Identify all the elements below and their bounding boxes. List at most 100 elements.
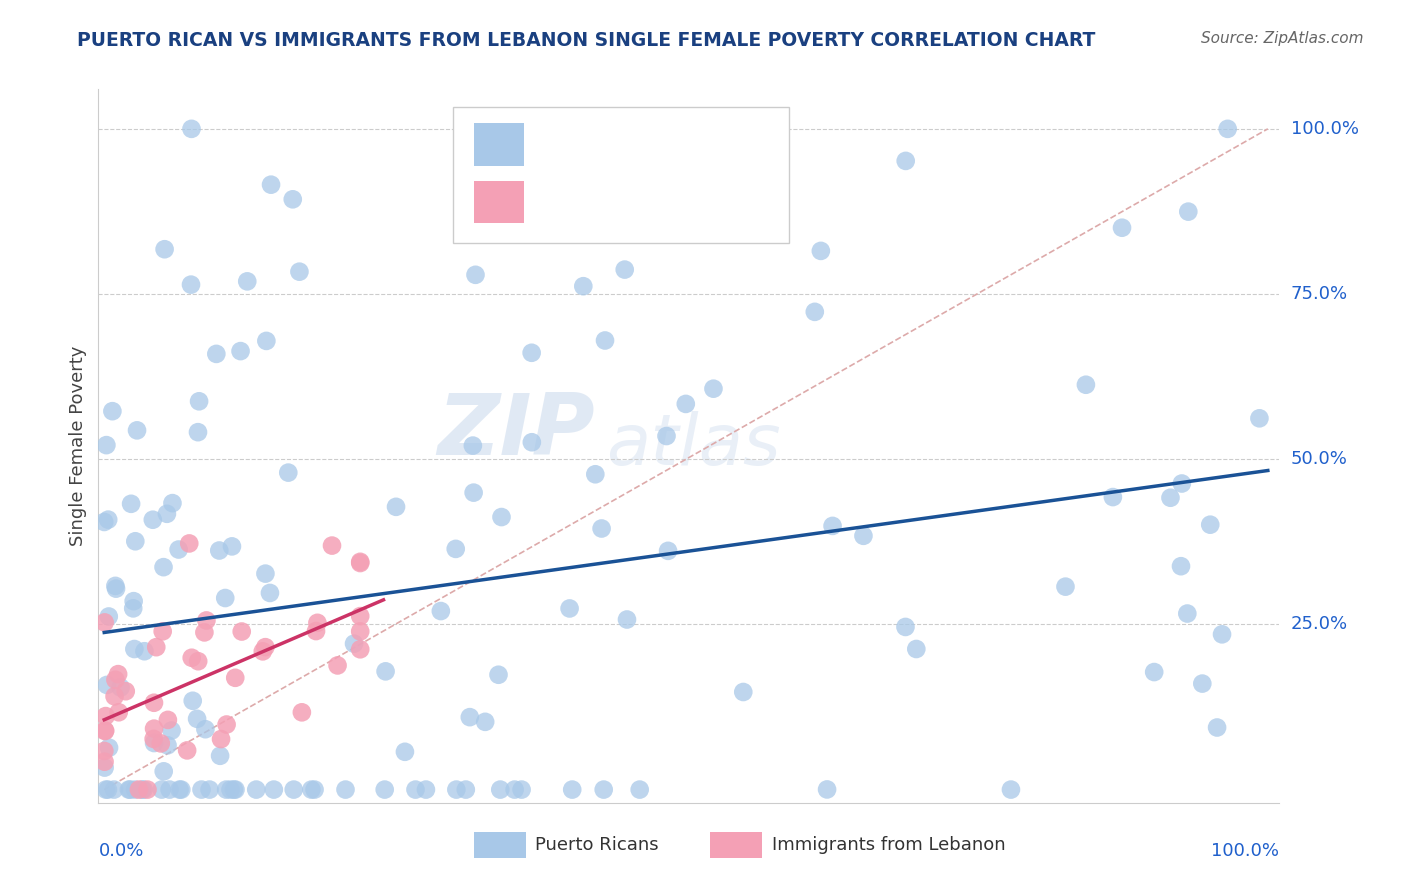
Point bbox=[124, 782, 146, 797]
Point bbox=[657, 544, 679, 558]
Point bbox=[167, 542, 190, 557]
Point bbox=[122, 594, 145, 608]
Point bbox=[394, 745, 416, 759]
Point bbox=[245, 782, 267, 797]
Point bbox=[374, 665, 396, 679]
Point bbox=[215, 782, 238, 797]
Point bbox=[260, 178, 283, 192]
Point bbox=[93, 615, 115, 630]
Point bbox=[259, 586, 281, 600]
Point bbox=[194, 723, 217, 737]
Point bbox=[349, 624, 371, 639]
FancyBboxPatch shape bbox=[474, 180, 523, 223]
Point bbox=[120, 497, 142, 511]
Point bbox=[236, 274, 259, 288]
Point bbox=[152, 764, 174, 779]
Text: R = 0.732   N = 137: R = 0.732 N = 137 bbox=[536, 136, 733, 154]
Point bbox=[160, 723, 183, 738]
Point bbox=[343, 637, 366, 651]
Point bbox=[593, 334, 616, 348]
Point bbox=[1206, 721, 1229, 735]
Point bbox=[520, 435, 543, 450]
Point bbox=[118, 782, 141, 797]
Point bbox=[198, 782, 221, 797]
Point bbox=[474, 714, 496, 729]
Point bbox=[1074, 377, 1097, 392]
Point bbox=[374, 782, 396, 797]
FancyBboxPatch shape bbox=[710, 832, 762, 858]
Point bbox=[156, 507, 179, 521]
Point bbox=[561, 782, 583, 797]
Point bbox=[405, 782, 427, 797]
Point bbox=[187, 425, 209, 440]
Point bbox=[277, 466, 299, 480]
Point bbox=[208, 543, 231, 558]
Point bbox=[93, 515, 115, 529]
Y-axis label: Single Female Poverty: Single Female Poverty bbox=[69, 346, 87, 546]
Point bbox=[463, 485, 485, 500]
Point bbox=[94, 724, 117, 739]
Point bbox=[905, 642, 928, 657]
Point bbox=[93, 744, 115, 758]
Point bbox=[349, 642, 371, 657]
Point bbox=[131, 782, 153, 797]
Point bbox=[1143, 665, 1166, 679]
Point bbox=[180, 121, 202, 136]
Point bbox=[94, 782, 117, 797]
FancyBboxPatch shape bbox=[474, 123, 523, 166]
FancyBboxPatch shape bbox=[453, 107, 789, 243]
Point bbox=[97, 513, 120, 527]
Point bbox=[1159, 491, 1181, 505]
Text: R = 0.347   N =  42: R = 0.347 N = 42 bbox=[536, 193, 727, 211]
Point bbox=[454, 782, 477, 797]
Point bbox=[655, 429, 678, 443]
Text: 0.0%: 0.0% bbox=[98, 842, 143, 860]
Point bbox=[156, 739, 179, 753]
Point bbox=[224, 671, 246, 685]
Point bbox=[125, 423, 148, 437]
Point bbox=[107, 667, 129, 681]
Point bbox=[143, 696, 166, 710]
Point bbox=[107, 705, 129, 719]
Point bbox=[193, 625, 215, 640]
Text: Immigrants from Lebanon: Immigrants from Lebanon bbox=[772, 836, 1005, 854]
Point bbox=[1102, 490, 1125, 504]
Point bbox=[291, 706, 314, 720]
Point bbox=[222, 782, 245, 797]
Point bbox=[1177, 204, 1199, 219]
Point bbox=[214, 591, 236, 605]
Point bbox=[385, 500, 408, 514]
Point bbox=[181, 694, 204, 708]
Point bbox=[675, 397, 697, 411]
Text: Puerto Ricans: Puerto Ricans bbox=[536, 836, 659, 854]
Point bbox=[124, 534, 146, 549]
Point bbox=[585, 121, 607, 136]
Point bbox=[488, 667, 510, 681]
Point bbox=[94, 723, 117, 738]
Point bbox=[105, 582, 128, 596]
Point bbox=[219, 782, 242, 797]
Point bbox=[415, 782, 437, 797]
Point bbox=[96, 678, 118, 692]
Point bbox=[733, 685, 755, 699]
Point bbox=[1000, 782, 1022, 797]
Point bbox=[283, 782, 305, 797]
Point bbox=[349, 555, 371, 569]
Text: 25.0%: 25.0% bbox=[1291, 615, 1348, 633]
Point bbox=[1171, 476, 1194, 491]
Point bbox=[304, 782, 326, 797]
Point bbox=[103, 690, 125, 704]
Point bbox=[156, 713, 179, 727]
Point bbox=[215, 717, 238, 731]
Point bbox=[101, 404, 124, 418]
Point bbox=[1216, 121, 1239, 136]
Point bbox=[186, 712, 208, 726]
Point bbox=[815, 782, 838, 797]
Point bbox=[142, 513, 165, 527]
Point bbox=[136, 782, 159, 797]
Point bbox=[583, 467, 606, 482]
Point bbox=[1211, 627, 1233, 641]
Point bbox=[159, 782, 181, 797]
Point bbox=[461, 439, 484, 453]
Point bbox=[114, 684, 136, 698]
